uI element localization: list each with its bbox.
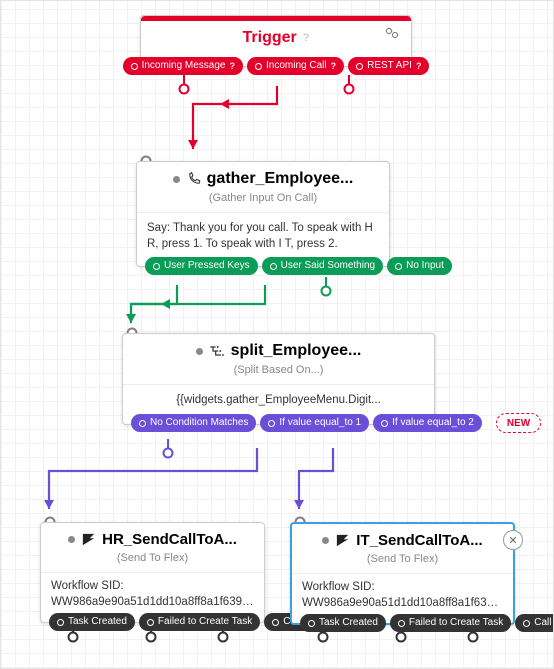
help-icon: ? (416, 62, 422, 71)
outlet-label: Task Created (319, 618, 378, 628)
outlet-pill[interactable]: Failed to Create Task (390, 614, 511, 632)
close-icon[interactable]: ✕ (503, 530, 523, 550)
outlet-pill[interactable]: No Condition Matches (131, 414, 256, 432)
it-subtitle: (Send To Flex) (292, 553, 513, 573)
hr-body-line2: WW986a9e90a51d1dd10a8ff8a1f6398a... (51, 595, 254, 611)
trigger-title: Trigger (243, 29, 297, 47)
gather-title: gather_Employee... (207, 170, 354, 188)
flex-icon (335, 533, 350, 548)
outlet-port-icon (268, 420, 275, 427)
outlet-label: No Condition Matches (150, 418, 248, 428)
outlet-port-icon (255, 63, 262, 70)
hr-flex-node[interactable]: HR_SendCallToA... (Send To Flex) Workflo… (40, 522, 265, 623)
outlet-pill[interactable]: If value equal_to 1 (260, 414, 369, 432)
status-dot-icon (68, 536, 75, 543)
it-title: IT_SendCallToA... (356, 532, 482, 549)
outlet-port-icon (308, 620, 315, 627)
it-body-line2: WW986a9e90a51d1dd10a8ff8a1f6398a... (302, 596, 503, 612)
phone-icon (186, 172, 201, 187)
outlet-label: If value equal_to 1 (279, 418, 361, 428)
help-icon: ? (303, 32, 310, 44)
outlet-port-icon (398, 620, 405, 627)
help-icon: ? (230, 62, 236, 71)
hr-body-line1: Workflow SID: (51, 579, 254, 595)
outlet-pill[interactable]: If value equal_to 2 (373, 414, 482, 432)
outlet-label: REST API (367, 61, 412, 71)
outlet-pill[interactable]: Failed to Create Task (139, 613, 260, 631)
split-title: split_Employee... (231, 342, 362, 360)
outlet-label: Incoming Message (142, 61, 226, 71)
flex-icon (81, 532, 96, 547)
outlet-port-icon (139, 420, 146, 427)
outlet-label: Failed to Create Task (158, 617, 252, 627)
split-subtitle: (Split Based On...) (123, 364, 434, 384)
trigger-node[interactable]: Trigger ? Incoming Message?Incoming Call… (140, 15, 412, 67)
outlet-port-icon (395, 263, 402, 270)
gather-subtitle: (Gather Input On Call) (137, 192, 389, 212)
gear-icon[interactable] (385, 26, 401, 44)
outlet-label: If value equal_to 2 (392, 418, 474, 428)
outlet-pill[interactable]: Task Created (49, 613, 135, 631)
outlet-port-icon (153, 263, 160, 270)
outlet-pill[interactable]: REST API? (348, 57, 429, 75)
hr-title: HR_SendCallToA... (102, 531, 237, 548)
it-body-line1: Workflow SID: (302, 580, 503, 596)
outlet-pill[interactable]: Call Failed (515, 614, 554, 632)
status-dot-icon (196, 348, 203, 355)
status-dot-icon (173, 176, 180, 183)
outlet-port-icon (523, 620, 530, 627)
studio-canvas[interactable]: Trigger ? Incoming Message?Incoming Call… (0, 0, 554, 669)
outlet-port-icon (270, 263, 277, 270)
outlet-pill[interactable]: User Said Something (262, 257, 384, 275)
outlet-port-icon (272, 619, 279, 626)
status-dot-icon (322, 537, 329, 544)
outlet-port-icon (131, 63, 138, 70)
outlet-pill[interactable]: Incoming Message? (123, 57, 243, 75)
new-condition-button[interactable]: NEW (496, 413, 541, 433)
outlet-port-icon (147, 619, 154, 626)
outlet-pill[interactable]: Incoming Call? (247, 57, 344, 75)
outlet-label: No Input (406, 261, 444, 271)
outlet-port-icon (381, 420, 388, 427)
gather-node[interactable]: gather_Employee... (Gather Input On Call… (136, 161, 390, 267)
outlet-pill[interactable]: User Pressed Keys (145, 257, 258, 275)
outlet-pill[interactable]: Task Created (300, 614, 386, 632)
outlet-label: Call Failed (534, 618, 554, 628)
split-node[interactable]: split_Employee... (Split Based On...) {{… (122, 333, 435, 425)
outlet-pill[interactable]: No Input (387, 257, 452, 275)
outlet-port-icon (356, 63, 363, 70)
outlet-label: Failed to Create Task (409, 618, 503, 628)
help-icon: ? (331, 62, 337, 71)
outlet-label: User Said Something (281, 261, 376, 271)
outlet-label: Task Created (68, 617, 127, 627)
outlet-port-icon (57, 619, 64, 626)
outlet-label: User Pressed Keys (164, 261, 250, 271)
it-flex-node[interactable]: IT_SendCallToA... ✕ (Send To Flex) Workf… (290, 522, 515, 625)
hr-subtitle: (Send To Flex) (41, 552, 264, 572)
outlet-label: Incoming Call (266, 61, 327, 71)
split-icon (209, 344, 225, 358)
